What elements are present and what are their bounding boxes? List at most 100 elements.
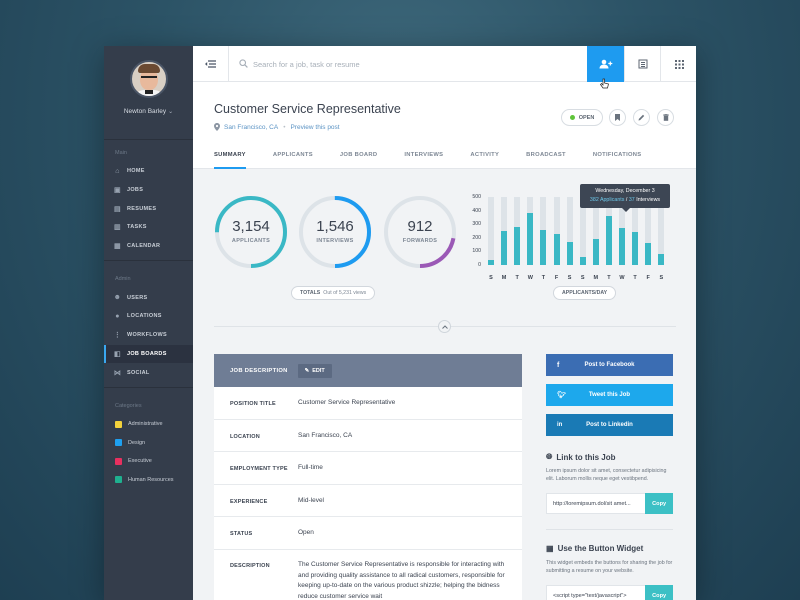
bar-track <box>645 197 652 265</box>
menu-toggle-button[interactable] <box>193 46 229 82</box>
edit-job-button[interactable] <box>633 109 650 126</box>
bar[interactable] <box>619 228 625 265</box>
stat-ring-progress <box>384 196 456 268</box>
apps-grid-button[interactable] <box>660 46 696 82</box>
preview-post-link[interactable]: Preview this post <box>290 123 340 131</box>
y-tick-label: 500 <box>472 194 481 200</box>
bar[interactable] <box>605 216 612 265</box>
bar-track <box>553 197 560 265</box>
workflow-icon: ⋮ <box>113 332 122 340</box>
x-tick-label: T <box>607 275 611 281</box>
stat-value: 3,154 <box>232 218 270 235</box>
widget-icon: ▦ <box>546 544 554 553</box>
topbar <box>193 46 696 82</box>
grid-icon <box>674 59 684 69</box>
archive-button[interactable] <box>609 109 626 126</box>
sidebar-item-workflows[interactable]: ⋮ WORKFLOWS <box>104 326 193 345</box>
tab-job-board[interactable]: JOB BOARD <box>339 152 378 158</box>
bar-track <box>488 197 494 265</box>
widget-code: <script type="text/javascript"> <box>553 592 627 599</box>
post-facebook-button[interactable]: f Post to Facebook <box>546 354 673 376</box>
jd-row-position-title: POSITION TITLE Customer Service Represent… <box>214 387 522 420</box>
bar[interactable] <box>488 259 494 265</box>
separator-dot: • <box>283 123 286 131</box>
tab-broadcast[interactable]: BROADCAST <box>526 152 566 158</box>
bar[interactable] <box>553 233 560 265</box>
status-badge[interactable]: OPEN <box>561 109 603 126</box>
stat-ring-progress <box>299 196 371 268</box>
totals-pill: TOTALS Out of 5,231 views <box>291 286 376 300</box>
tab-applicants[interactable]: APPLICANTS <box>272 152 313 158</box>
stat-value: 1,546 <box>316 218 354 235</box>
sidebar-item-job-boards[interactable]: ◧ JOB BOARDS <box>104 344 193 364</box>
bar[interactable] <box>540 229 547 265</box>
sidebar-item-users[interactable]: ☻ USERS <box>104 288 193 307</box>
jd-row-key: STATUS <box>230 531 253 537</box>
copy-code-button[interactable]: Copy <box>645 585 673 600</box>
edit-description-button[interactable]: ✎ EDIT <box>297 363 332 378</box>
add-user-button[interactable] <box>587 46 624 82</box>
tooltip-interviews-label: Interviews <box>636 197 661 203</box>
tweet-job-button[interactable]: 🐦︎ Tweet this Job <box>546 384 673 406</box>
tooltip-title: Wednesday, December 3 <box>595 188 655 194</box>
bar[interactable] <box>527 213 534 265</box>
link-section-text: Lorem ipsum dolor sit amet, consectetur … <box>546 468 667 482</box>
bar[interactable] <box>592 239 599 265</box>
bar[interactable] <box>514 226 521 265</box>
chevron-down-icon: ⌄ <box>168 109 174 115</box>
category-label: Executive <box>128 458 152 465</box>
search-input[interactable] <box>253 56 553 72</box>
bookmark-icon <box>615 114 620 121</box>
job-link-field[interactable]: http://loremipsum.dol/sit amet... Copy <box>546 493 673 514</box>
collapse-button[interactable] <box>438 320 451 333</box>
edit-label: EDIT <box>312 367 325 374</box>
tab-summary[interactable]: SUMMARY <box>214 152 246 169</box>
stat-ring <box>215 196 287 268</box>
jd-row-employment-type: EMPLOYMENT TYPE Full-time <box>214 452 522 485</box>
bar[interactable] <box>579 256 586 265</box>
sidebar-item-jobs[interactable]: ▣ JOBS <box>104 181 193 200</box>
user-name[interactable]: Newton Barley ⌄ <box>104 108 193 115</box>
category-human-resources[interactable]: Human Resources <box>104 470 193 489</box>
jd-row-value: Customer Service Representative <box>298 399 396 406</box>
bar[interactable] <box>632 232 639 265</box>
avatar[interactable] <box>129 60 168 98</box>
tab-notifications[interactable]: NOTIFICATIONS <box>592 152 642 158</box>
profile[interactable]: Newton Barley ⌄ <box>104 46 193 140</box>
task-list-button[interactable] <box>624 46 661 82</box>
category-executive[interactable]: Executive <box>104 452 193 471</box>
job-location: San Francisco, CA <box>224 123 279 131</box>
sidebar-item-calendar[interactable]: ▦ CALENDAR <box>104 237 193 256</box>
x-tick-label: S <box>659 275 664 281</box>
delete-job-button[interactable] <box>657 109 674 126</box>
tab-activity[interactable]: ACTIVITY <box>470 152 500 158</box>
stat-label: FORWARDS <box>402 238 438 244</box>
job-header: Customer Service Representative San Fran… <box>193 82 696 169</box>
tab-bar: SUMMARY APPLICANTS JOB BOARD INTERVIEWS ACTI… <box>214 152 668 169</box>
y-tick-label: 300 <box>472 221 481 228</box>
sidebar-item-social[interactable]: ⋈ SOCIAL <box>104 363 193 382</box>
jd-row-value: The Customer Service Representative is r… <box>298 561 505 600</box>
twitter-icon: 🐦︎ <box>557 392 566 399</box>
bar-track <box>579 197 586 265</box>
category-administrative[interactable]: Administrative <box>104 415 193 434</box>
sidebar-item-resumes[interactable]: ▤ RESUMES <box>104 199 193 218</box>
bar[interactable] <box>566 241 573 265</box>
bar[interactable] <box>645 243 652 265</box>
widget-code-field[interactable]: <script type="text/javascript"> Copy <box>546 585 673 600</box>
mouse-pointer-icon <box>600 78 609 89</box>
bar[interactable] <box>501 231 508 265</box>
sidebar-item-home[interactable]: ⌂ HOME <box>104 162 193 181</box>
copy-link-button[interactable]: Copy <box>645 493 673 514</box>
bar[interactable] <box>658 254 665 265</box>
category-design[interactable]: Design <box>104 433 193 452</box>
sidebar-item-tasks[interactable]: ▥ TASKS <box>104 218 193 237</box>
right-divider <box>546 529 673 530</box>
tab-interviews[interactable]: INTERVIEWS <box>404 152 444 158</box>
post-linkedin-button[interactable]: in Post to Linkedin <box>546 414 673 436</box>
x-tick-label: T <box>541 275 546 281</box>
sidebar-item-locations[interactable]: ● LOCATIONS <box>104 307 193 326</box>
job-title: Customer Service Representative <box>214 102 401 116</box>
job-description-header: JOB DESCRIPTION ✎ EDIT <box>214 354 522 387</box>
sidebar-item-label: JOBS <box>127 187 144 194</box>
